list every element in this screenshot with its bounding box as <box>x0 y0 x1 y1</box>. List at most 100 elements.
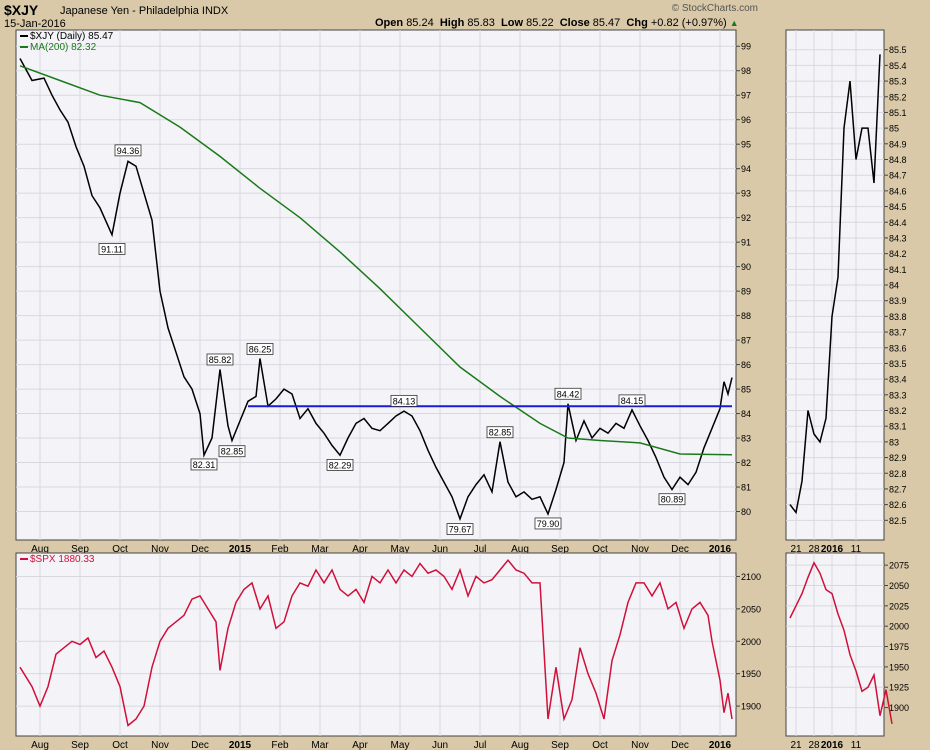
y-tick-label: 84.8 <box>889 155 907 165</box>
y-tick-label: 96 <box>741 115 751 125</box>
y-tick-label: 85.1 <box>889 108 907 118</box>
x-tick-label: Nov <box>151 740 169 750</box>
annotation-box <box>218 445 246 458</box>
annotation-label: 82.85 <box>221 447 244 457</box>
y-tick-label: 85.2 <box>889 92 907 102</box>
series-line-xjy <box>19 58 733 522</box>
x-tick-label: Dec <box>191 740 209 750</box>
annotation-label: 84.15 <box>621 396 644 406</box>
y-tick-label: 99 <box>741 42 751 52</box>
x-tick-label: Feb <box>271 740 289 750</box>
x-tick-label: Dec <box>191 544 209 555</box>
x-tick-label: Sep <box>71 544 89 555</box>
annotation-label: 82.31 <box>193 460 216 470</box>
y-tick-label: 80 <box>741 507 751 517</box>
y-tick-label: 82 <box>741 458 751 468</box>
y-tick-label: 1950 <box>741 669 761 679</box>
instrument-name: Japanese Yen - Philadelphia INDX <box>60 5 229 17</box>
x-tick-label: Oct <box>112 544 128 555</box>
high-value: 85.83 <box>467 17 495 29</box>
x-tick-label: 11 <box>851 740 862 750</box>
panel-spx-main: 1900 1950 2000 2050 2100 Aug Sep Oct Nov Dec 2015 F… <box>15 552 761 750</box>
y-tick-label: 98 <box>741 66 751 76</box>
y-tick-label: 83.5 <box>889 359 907 369</box>
low-value: 85.22 <box>526 17 554 29</box>
y-tick-label: 83.1 <box>889 422 907 432</box>
legend-entry: $XJY (Daily) 85.47 <box>30 31 114 42</box>
x-tick-label: Aug <box>511 740 529 750</box>
annotation-box <box>390 394 418 407</box>
series-line-xjy <box>789 54 881 515</box>
x-tick-label: Sep <box>551 740 569 750</box>
x-tick-label: Apr <box>352 740 368 750</box>
plot-area <box>15 552 737 737</box>
y-tick-label: 90 <box>741 262 751 272</box>
annotation-label: 91.11 <box>101 244 123 254</box>
annotation-box <box>114 144 142 157</box>
series-line-spx <box>789 560 893 725</box>
y-tick-label: 94 <box>741 164 751 174</box>
annotation-label: 79.90 <box>537 519 560 529</box>
x-tick-label: Jun <box>432 740 448 750</box>
x-tick-label: Mar <box>311 544 329 555</box>
x-tick-label: Jul <box>474 740 487 750</box>
x-tick-label: Mar <box>311 740 329 750</box>
y-tick-label: 93 <box>741 189 751 199</box>
legend-entry: MA(200) 82.32 <box>30 42 97 53</box>
x-tick-label: Jun <box>432 544 448 555</box>
annotation-label: 94.36 <box>117 146 140 156</box>
annotation-box <box>98 243 126 255</box>
y-tick-label: 84 <box>741 409 751 419</box>
y-tick-label: 82.7 <box>889 484 907 494</box>
y-tick-label: 84.2 <box>889 249 907 259</box>
x-tick-label: 28 <box>808 740 820 750</box>
series-line-spx <box>19 559 733 727</box>
annotation-label: 86.25 <box>249 344 272 354</box>
x-tick-label: May <box>391 740 410 750</box>
y-tick-label: 2075 <box>889 561 909 571</box>
x-tick-label: Jul <box>474 544 487 555</box>
change-value: +0.82 (+0.97%) <box>650 17 727 29</box>
y-tick-label: 85 <box>889 124 899 134</box>
annotation-label: 82.85 <box>489 428 512 438</box>
y-tick-label: 95 <box>741 140 751 150</box>
y-tick-label: 85.5 <box>889 45 907 55</box>
y-tick-label: 2050 <box>889 581 909 591</box>
annotation-label: 79.67 <box>449 525 472 535</box>
y-tick-label: 83.6 <box>889 343 907 353</box>
annotation-label: 84.13 <box>393 396 416 406</box>
x-tick-label: 11 <box>851 544 862 555</box>
y-tick-label: 84.3 <box>889 233 907 243</box>
x-tick-label: Sep <box>551 544 569 555</box>
y-tick-label: 83.9 <box>889 296 907 306</box>
up-triangle-icon: ▲ <box>729 18 739 28</box>
annotation-label: 80.89 <box>661 495 684 505</box>
x-tick-label: May <box>391 544 410 555</box>
close-value: 85.47 <box>592 17 621 29</box>
y-tick-label: 82.9 <box>889 453 907 463</box>
y-tick-label: 85 <box>741 385 751 395</box>
y-tick-label: 2050 <box>741 604 761 614</box>
annotation-box <box>190 458 218 471</box>
annotation-box <box>326 459 354 471</box>
x-tick-label: Dec <box>671 544 689 555</box>
y-tick-label: 2025 <box>889 601 909 611</box>
y-tick-label: 91 <box>741 238 751 248</box>
y-tick-label: 83.3 <box>889 390 907 400</box>
y-tick-label: 84.9 <box>889 139 907 149</box>
y-tick-label: 85.4 <box>889 61 907 71</box>
x-tick-label: 2016 <box>709 740 732 750</box>
y-tick-label: 88 <box>741 311 751 321</box>
y-tick-label: 1950 <box>889 662 909 672</box>
y-tick-label: 83.2 <box>889 406 907 416</box>
y-tick-label: 87 <box>741 336 751 346</box>
x-tick-label: Aug <box>31 740 49 750</box>
y-tick-label: 84.7 <box>889 171 907 181</box>
x-tick-label: Nov <box>151 544 169 555</box>
y-tick-label: 84.6 <box>889 186 907 196</box>
x-tick-label: Nov <box>631 740 649 750</box>
annotation-box <box>554 387 582 400</box>
x-tick-label: 28 <box>808 544 820 555</box>
y-tick-label: 1925 <box>889 683 909 693</box>
